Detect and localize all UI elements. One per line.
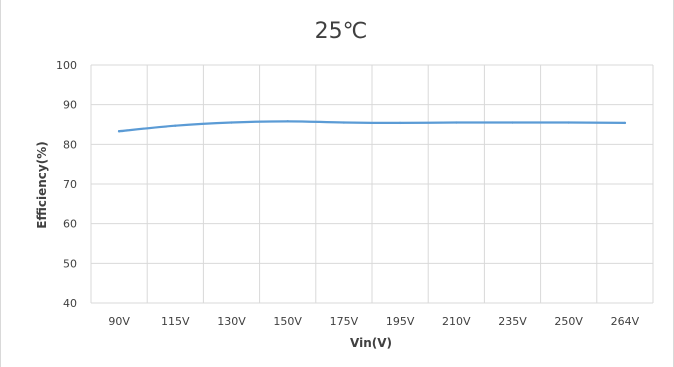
data-point-175V: [342, 121, 346, 124]
data-point-195V: [398, 121, 402, 125]
x-tick-label-264V: 264V: [611, 315, 640, 328]
x-tick-label-235V: 235V: [498, 315, 527, 328]
x-tick-label-130V: 130V: [217, 315, 246, 328]
x-axis-ticks: 90V 115V 130V 150V 175V 195V 210V 235V 250V 264V: [108, 315, 639, 328]
data-point-130V: [230, 121, 233, 124]
data-point-250V: [567, 121, 570, 124]
x-tick-label-175V: 175V: [330, 315, 359, 328]
series-line-0: [117, 120, 627, 133]
x-tick-label-115V: 115V: [161, 315, 190, 328]
y-tick-label-60: 60: [63, 218, 77, 231]
x-tick-label-210V: 210V: [442, 315, 471, 328]
data-point-150V: [286, 120, 289, 123]
series-layer: [117, 120, 627, 133]
gridlines: [90, 64, 654, 304]
x-tick-label-250V: 250V: [554, 315, 583, 328]
y-tick-label-80: 80: [63, 138, 77, 151]
chart-title: 25℃: [315, 19, 368, 44]
x-axis-label: Vin(V): [350, 336, 392, 350]
y-tick-label-50: 50: [63, 257, 77, 270]
data-point-264V: [623, 121, 627, 125]
x-tick-label-150V: 150V: [273, 315, 302, 328]
data-point-235V: [511, 121, 514, 124]
data-point-210V: [455, 121, 458, 124]
x-tick-label-90V: 90V: [108, 315, 130, 328]
y-tick-label-70: 70: [63, 178, 77, 191]
y-tick-label-40: 40: [63, 297, 77, 310]
y-tick-label-90: 90: [63, 99, 77, 112]
y-axis-label: Efficiency(%): [35, 141, 49, 228]
data-point-115V: [174, 124, 177, 127]
data-point-90V: [117, 130, 121, 133]
y-axis-ticks: 40 50 60 70 80 90 100: [56, 59, 77, 310]
x-tick-label-195V: 195V: [386, 315, 415, 328]
y-tick-label-100: 100: [56, 59, 77, 72]
